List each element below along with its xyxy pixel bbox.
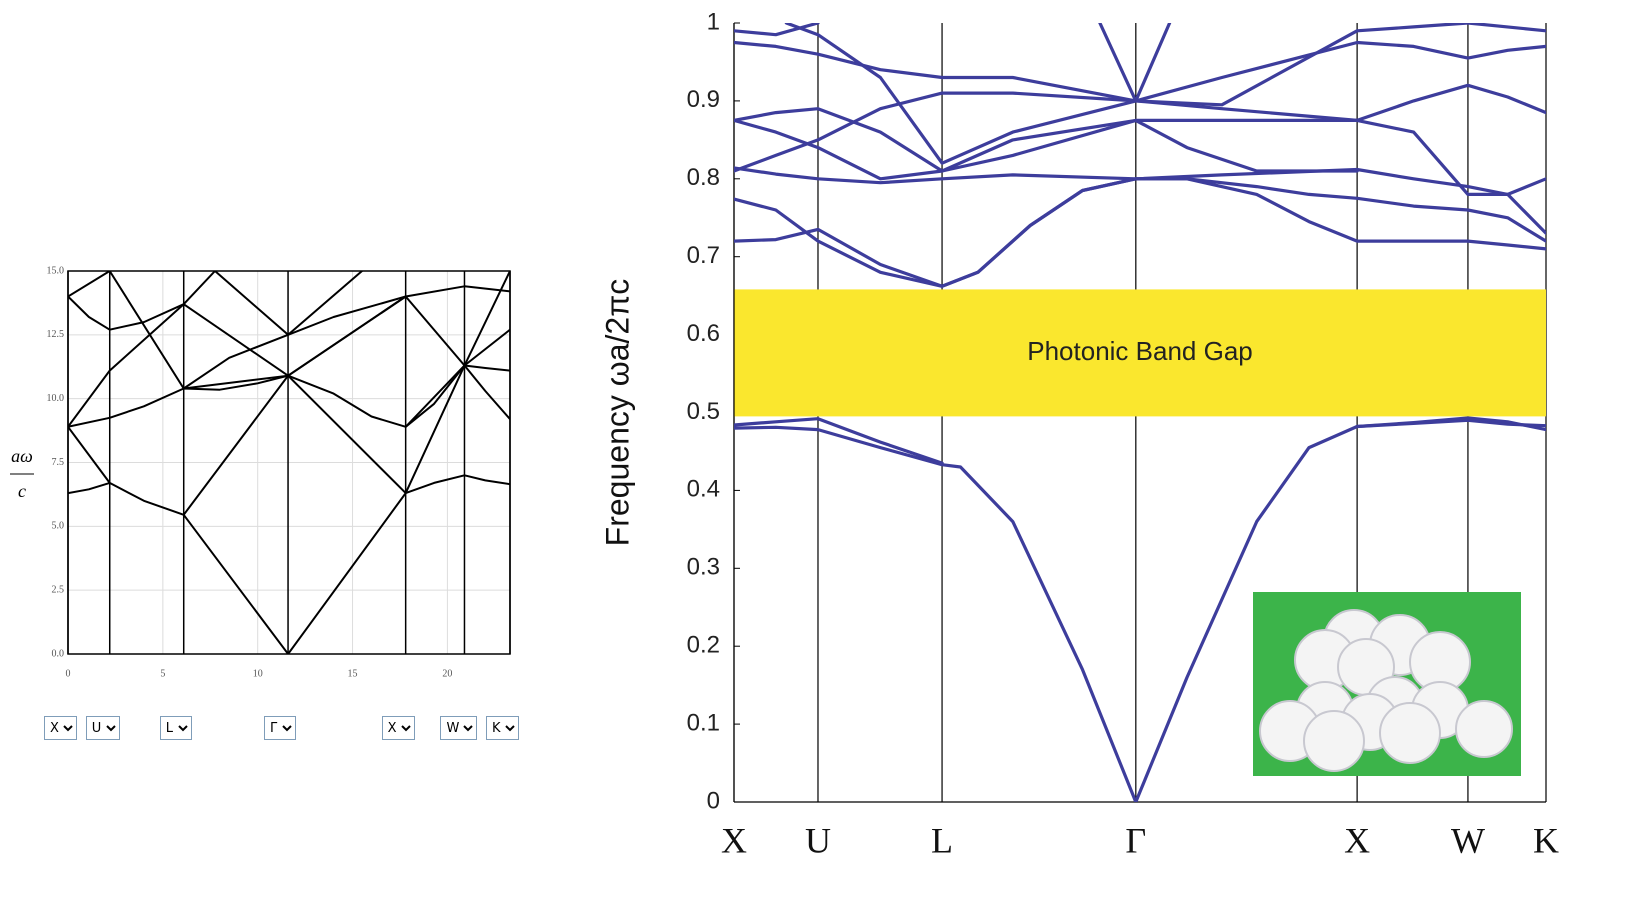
y-tick-label: 10.0 bbox=[47, 393, 65, 404]
y-tick-label: 0.2 bbox=[687, 632, 720, 659]
x-tick-label: 5 bbox=[160, 668, 165, 679]
x-tick-label: 20 bbox=[442, 668, 452, 679]
x-tick-label: Γ bbox=[1125, 820, 1146, 860]
band-line bbox=[68, 475, 510, 654]
band-line bbox=[406, 271, 510, 493]
x-tick-label: L bbox=[931, 820, 953, 860]
y-axis-label-denominator: c bbox=[18, 481, 26, 501]
y-tick-label: 0.7 bbox=[687, 242, 720, 269]
lattice-inset bbox=[1253, 592, 1521, 776]
y-tick-label: 0.4 bbox=[687, 476, 720, 503]
y-axis-label: Frequency ωa/2πc bbox=[599, 279, 635, 547]
y-tick-label: 12.5 bbox=[47, 329, 65, 340]
x-tick-label: 15 bbox=[348, 668, 358, 679]
point-selector[interactable]: L bbox=[160, 716, 192, 740]
y-tick-label: 0.6 bbox=[687, 320, 720, 347]
point-selector[interactable]: X bbox=[44, 716, 77, 740]
y-tick-label: 5.0 bbox=[52, 521, 65, 532]
x-tick-label: 0 bbox=[66, 668, 71, 679]
y-tick-label: 1 bbox=[707, 8, 720, 35]
band-gap-label: Photonic Band Gap bbox=[1027, 336, 1253, 366]
y-tick-label: 0.9 bbox=[687, 86, 720, 113]
charts: 0.0 2.5 5.0 7.5 10.0 12.5 15.0 0 5 10 15 20 aω c 0 0.1… bbox=[0, 0, 1652, 907]
band-line bbox=[68, 427, 110, 483]
point-selector[interactable]: K bbox=[486, 716, 519, 740]
y-tick-label: 0 bbox=[707, 787, 720, 814]
left-chart: 0.0 2.5 5.0 7.5 10.0 12.5 15.0 0 5 10 15 20 aω c bbox=[10, 265, 510, 679]
point-selector[interactable]: U bbox=[86, 716, 120, 740]
band-line bbox=[68, 271, 215, 427]
band-line bbox=[734, 168, 1546, 233]
x-tick-label: X bbox=[1344, 820, 1370, 860]
x-tick-label: U bbox=[805, 820, 831, 860]
band-line bbox=[406, 297, 510, 371]
y-tick-label: 0.1 bbox=[687, 709, 720, 736]
y-tick-label: 15.0 bbox=[47, 265, 65, 276]
band-line bbox=[68, 297, 184, 330]
y-tick-label: 0.0 bbox=[52, 648, 65, 659]
y-axis-label-numerator: aω bbox=[11, 446, 33, 466]
y-tick-label: 0.3 bbox=[687, 554, 720, 581]
y-tick-label: 2.5 bbox=[52, 584, 65, 595]
x-tick-label: X bbox=[721, 820, 747, 860]
y-tick-label: 0.5 bbox=[687, 398, 720, 425]
point-selector[interactable]: Γ bbox=[264, 716, 296, 740]
y-tick-label: 7.5 bbox=[52, 457, 65, 468]
band-line bbox=[68, 271, 110, 297]
point-selector[interactable]: X bbox=[382, 716, 415, 740]
band-line bbox=[734, 179, 1546, 286]
x-tick-label: K bbox=[1533, 820, 1559, 860]
band-line bbox=[734, 179, 1546, 286]
page: {"chart_data": [ {"type": "line", "ylabe… bbox=[0, 0, 1652, 907]
x-tick-label: W bbox=[1451, 820, 1485, 860]
band-line bbox=[734, 109, 1357, 171]
point-selector[interactable]: W bbox=[440, 716, 477, 740]
x-tick-label: 10 bbox=[253, 668, 263, 679]
y-tick-label: 0.8 bbox=[687, 164, 720, 191]
